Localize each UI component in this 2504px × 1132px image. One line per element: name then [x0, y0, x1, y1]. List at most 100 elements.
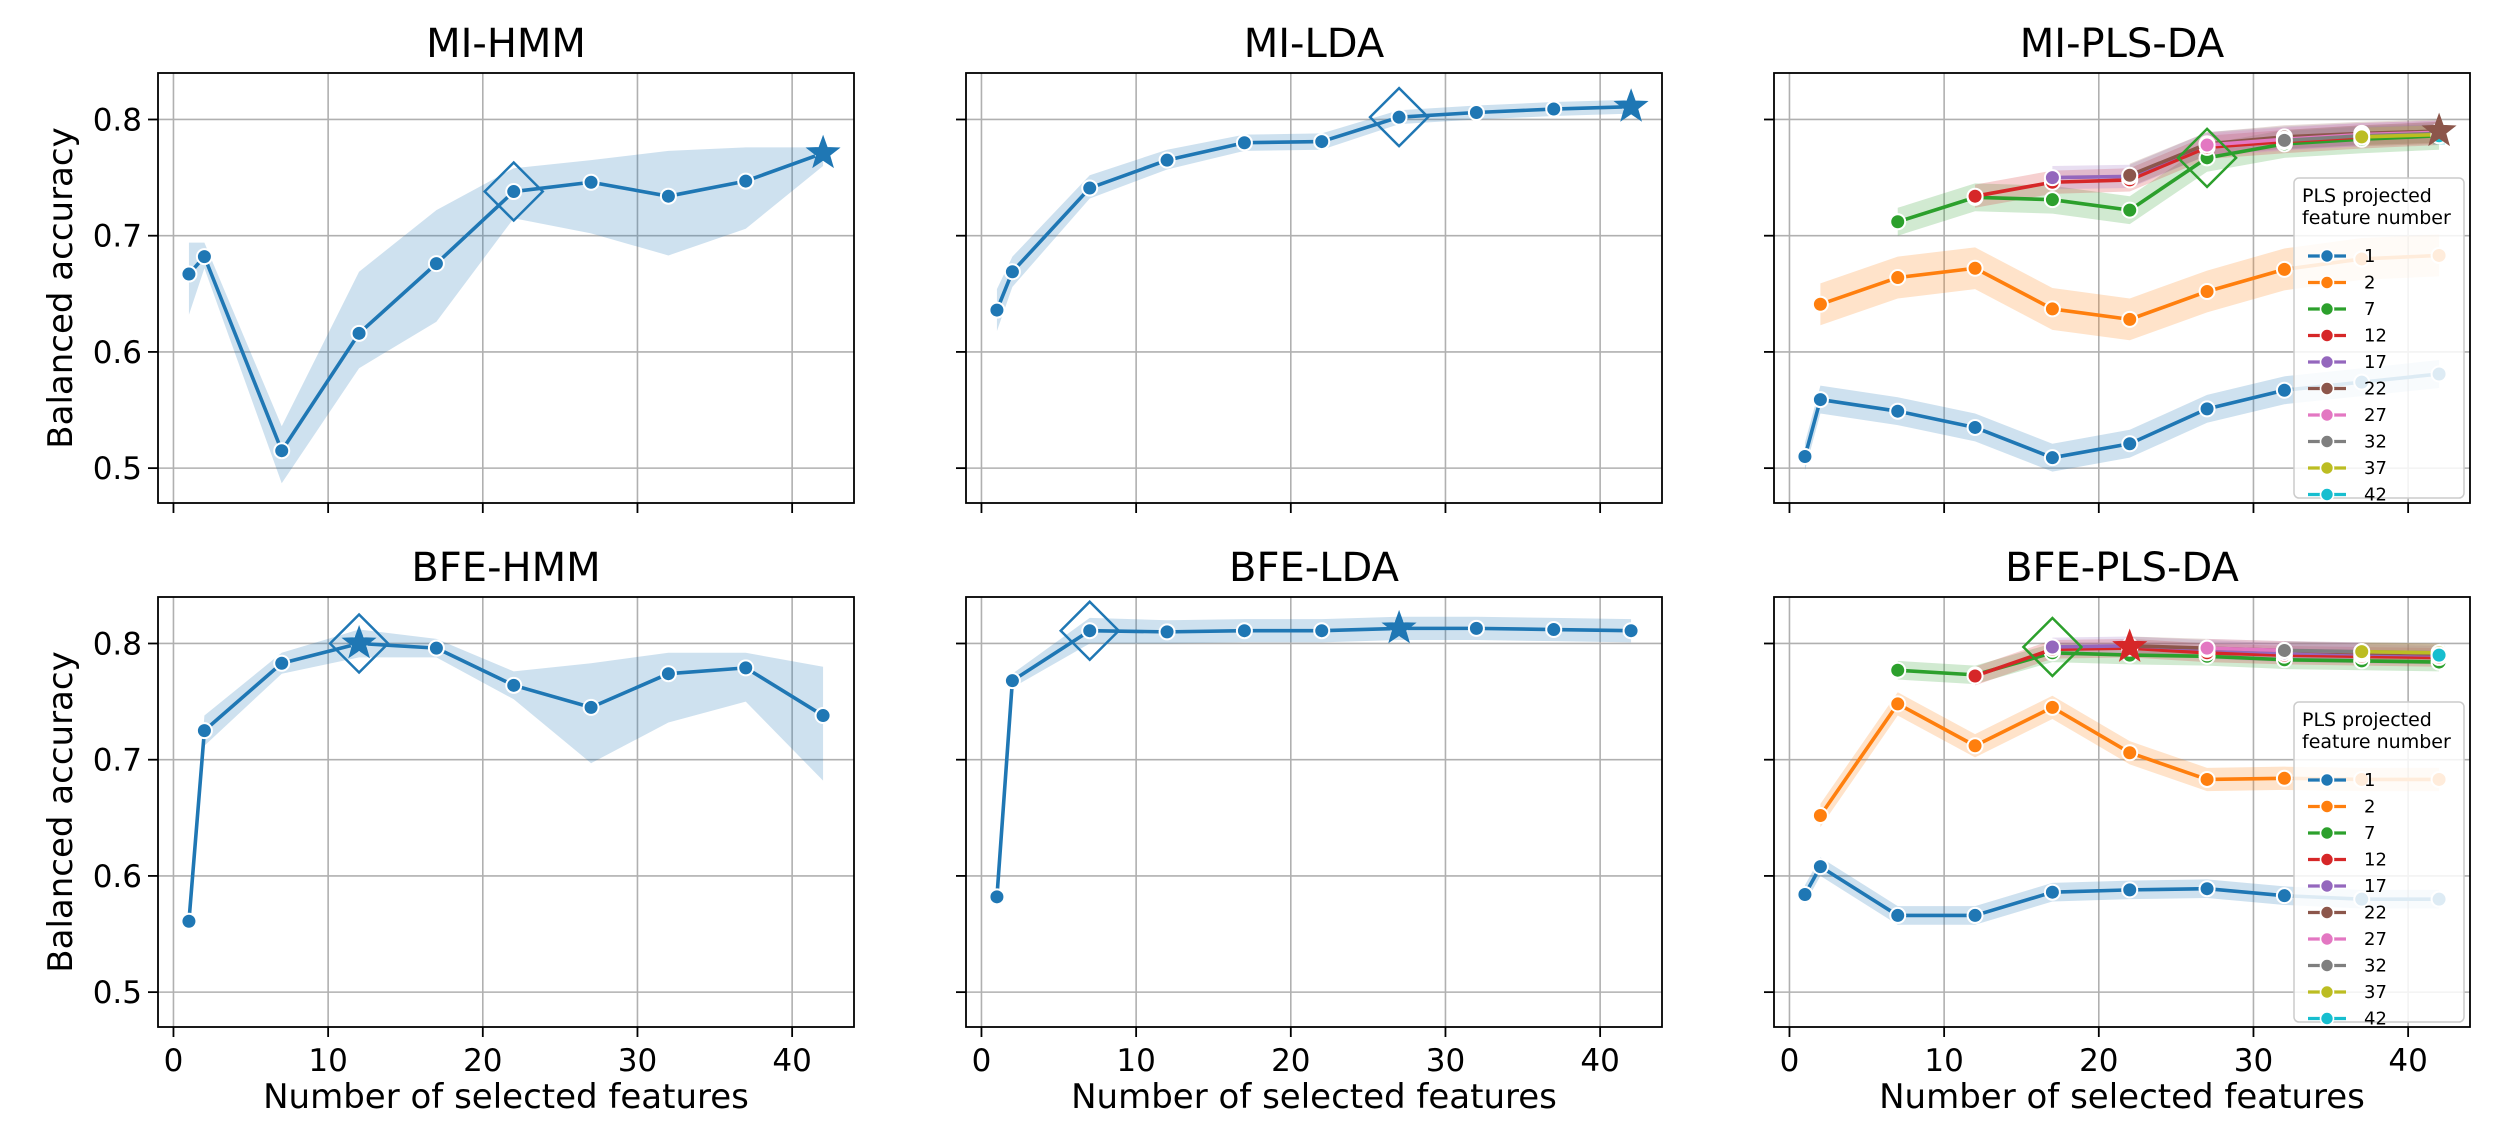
data-point — [1811, 391, 1829, 409]
data-point — [2121, 201, 2139, 219]
data-point — [2043, 300, 2061, 318]
legend-swatch-marker — [2319, 825, 2335, 841]
confidence-band-1 — [188, 147, 824, 484]
data-point — [2043, 698, 2061, 716]
legend-label: 1 — [2364, 770, 2375, 791]
legend-item-2: 2 — [2308, 273, 2375, 294]
legend-title: feature number — [2302, 731, 2451, 753]
data-point — [2275, 381, 2293, 399]
panel-title: BFE-PLS-DA — [2005, 545, 2239, 591]
legend-label: 27 — [2364, 929, 2387, 950]
x-tick-label: 0 — [1780, 1043, 1800, 1079]
panel-title: BFE-LDA — [1229, 545, 1400, 591]
legend-swatch-marker — [2319, 878, 2335, 894]
series-line-37 — [2361, 132, 2440, 139]
legend-label: 7 — [2364, 823, 2375, 844]
data-point — [1889, 906, 1907, 924]
legend-label: 37 — [2364, 982, 2387, 1003]
x-tick-label: 30 — [2234, 1043, 2273, 1079]
legend-swatch-marker — [2319, 381, 2335, 396]
data-point — [1889, 269, 1907, 287]
data-point — [1966, 737, 1984, 755]
legend-item-27: 27 — [2308, 929, 2387, 950]
data-point — [2043, 883, 2061, 901]
x-tick-label: 10 — [1116, 1043, 1155, 1079]
legend-swatch-marker — [2319, 275, 2335, 290]
data-point — [1966, 187, 1984, 205]
legend-item-37: 37 — [2308, 982, 2387, 1003]
legend-item-12: 12 — [2308, 326, 2387, 347]
data-point — [2121, 166, 2139, 184]
data-point — [988, 888, 1006, 906]
legend-swatch-marker — [2319, 328, 2335, 343]
best-star-marker — [341, 625, 377, 659]
data-point — [1889, 402, 1907, 420]
data-point — [737, 172, 755, 190]
data-point — [1622, 622, 1640, 640]
best-star-marker — [805, 134, 841, 169]
data-point — [1003, 263, 1021, 281]
data-point — [2043, 449, 2061, 467]
best-overall-diamond-marker — [1058, 599, 1121, 662]
legend-item-2: 2 — [2308, 797, 2375, 818]
data-point — [2275, 260, 2293, 278]
data-point — [1889, 695, 1907, 713]
x-tick-label: 20 — [463, 1043, 502, 1079]
data-point — [1796, 886, 1814, 904]
x-tick-label: 40 — [2388, 1043, 2427, 1079]
axes-frame — [965, 596, 1663, 1028]
legend-item-27: 27 — [2308, 405, 2387, 426]
data-point — [1545, 100, 1563, 118]
panel-title: MI-PLS-DA — [2020, 21, 2225, 67]
data-point — [2198, 770, 2216, 788]
y-tick-label: 0.8 — [93, 626, 142, 662]
panel-title: BFE-HMM — [411, 545, 600, 591]
legend-item-22: 22 — [2308, 903, 2387, 924]
legend-swatch-marker — [2319, 354, 2335, 370]
data-point — [1158, 151, 1176, 169]
data-point — [1966, 667, 1984, 685]
legend-item-37: 37 — [2308, 458, 2387, 479]
data-point — [2043, 638, 2061, 656]
confidence-band-1 — [996, 99, 1632, 331]
best-star-marker — [2421, 112, 2457, 147]
data-point — [1235, 134, 1253, 152]
data-point — [737, 659, 755, 677]
x-axis-label: Number of selected features — [1879, 1077, 2365, 1117]
data-point — [1313, 133, 1331, 151]
panel-1: 0.5 0.6 0.7 0.8 MI-HMM Balanced accuracy — [41, 21, 855, 513]
best-star-marker — [2112, 628, 2148, 662]
data-point — [1158, 623, 1176, 641]
y-axis-label: Balanced accuracy — [41, 651, 81, 972]
data-point — [1467, 104, 1485, 122]
confidence-band-7 — [1897, 121, 2440, 236]
data-point — [505, 183, 523, 201]
panel-4: 0 10 20 30 40 0.5 0.6 0.7 0.8 BFE-HMM Balanced acc… — [41, 545, 855, 1117]
legend-swatch-marker — [2319, 407, 2335, 423]
data-point — [1811, 295, 1829, 313]
legend-swatch-marker — [2319, 248, 2335, 264]
data-point — [1889, 213, 1907, 231]
data-point — [2198, 136, 2216, 154]
data-point — [2121, 310, 2139, 328]
legend-item-1: 1 — [2308, 246, 2375, 267]
axes-frame — [157, 72, 855, 504]
x-tick-label: 40 — [772, 1043, 811, 1079]
data-point — [427, 639, 445, 657]
legend-item-22: 22 — [2308, 379, 2387, 400]
y-tick-label: 0.6 — [93, 859, 142, 895]
legend-box — [2293, 177, 2465, 499]
x-axis-label: Number of selected features — [1071, 1077, 1557, 1117]
data-point — [1313, 622, 1331, 640]
data-point — [2275, 769, 2293, 787]
x-tick-label: 0 — [164, 1043, 184, 1079]
legend-item-7: 7 — [2308, 299, 2375, 320]
confidence-band-1 — [996, 616, 1632, 902]
legend-item-42: 42 — [2308, 1009, 2387, 1030]
x-tick-label: 30 — [618, 1043, 657, 1079]
series-line-7 — [1897, 133, 2440, 224]
x-tick-label: 20 — [2079, 1043, 2118, 1079]
axes-frame — [965, 72, 1663, 504]
